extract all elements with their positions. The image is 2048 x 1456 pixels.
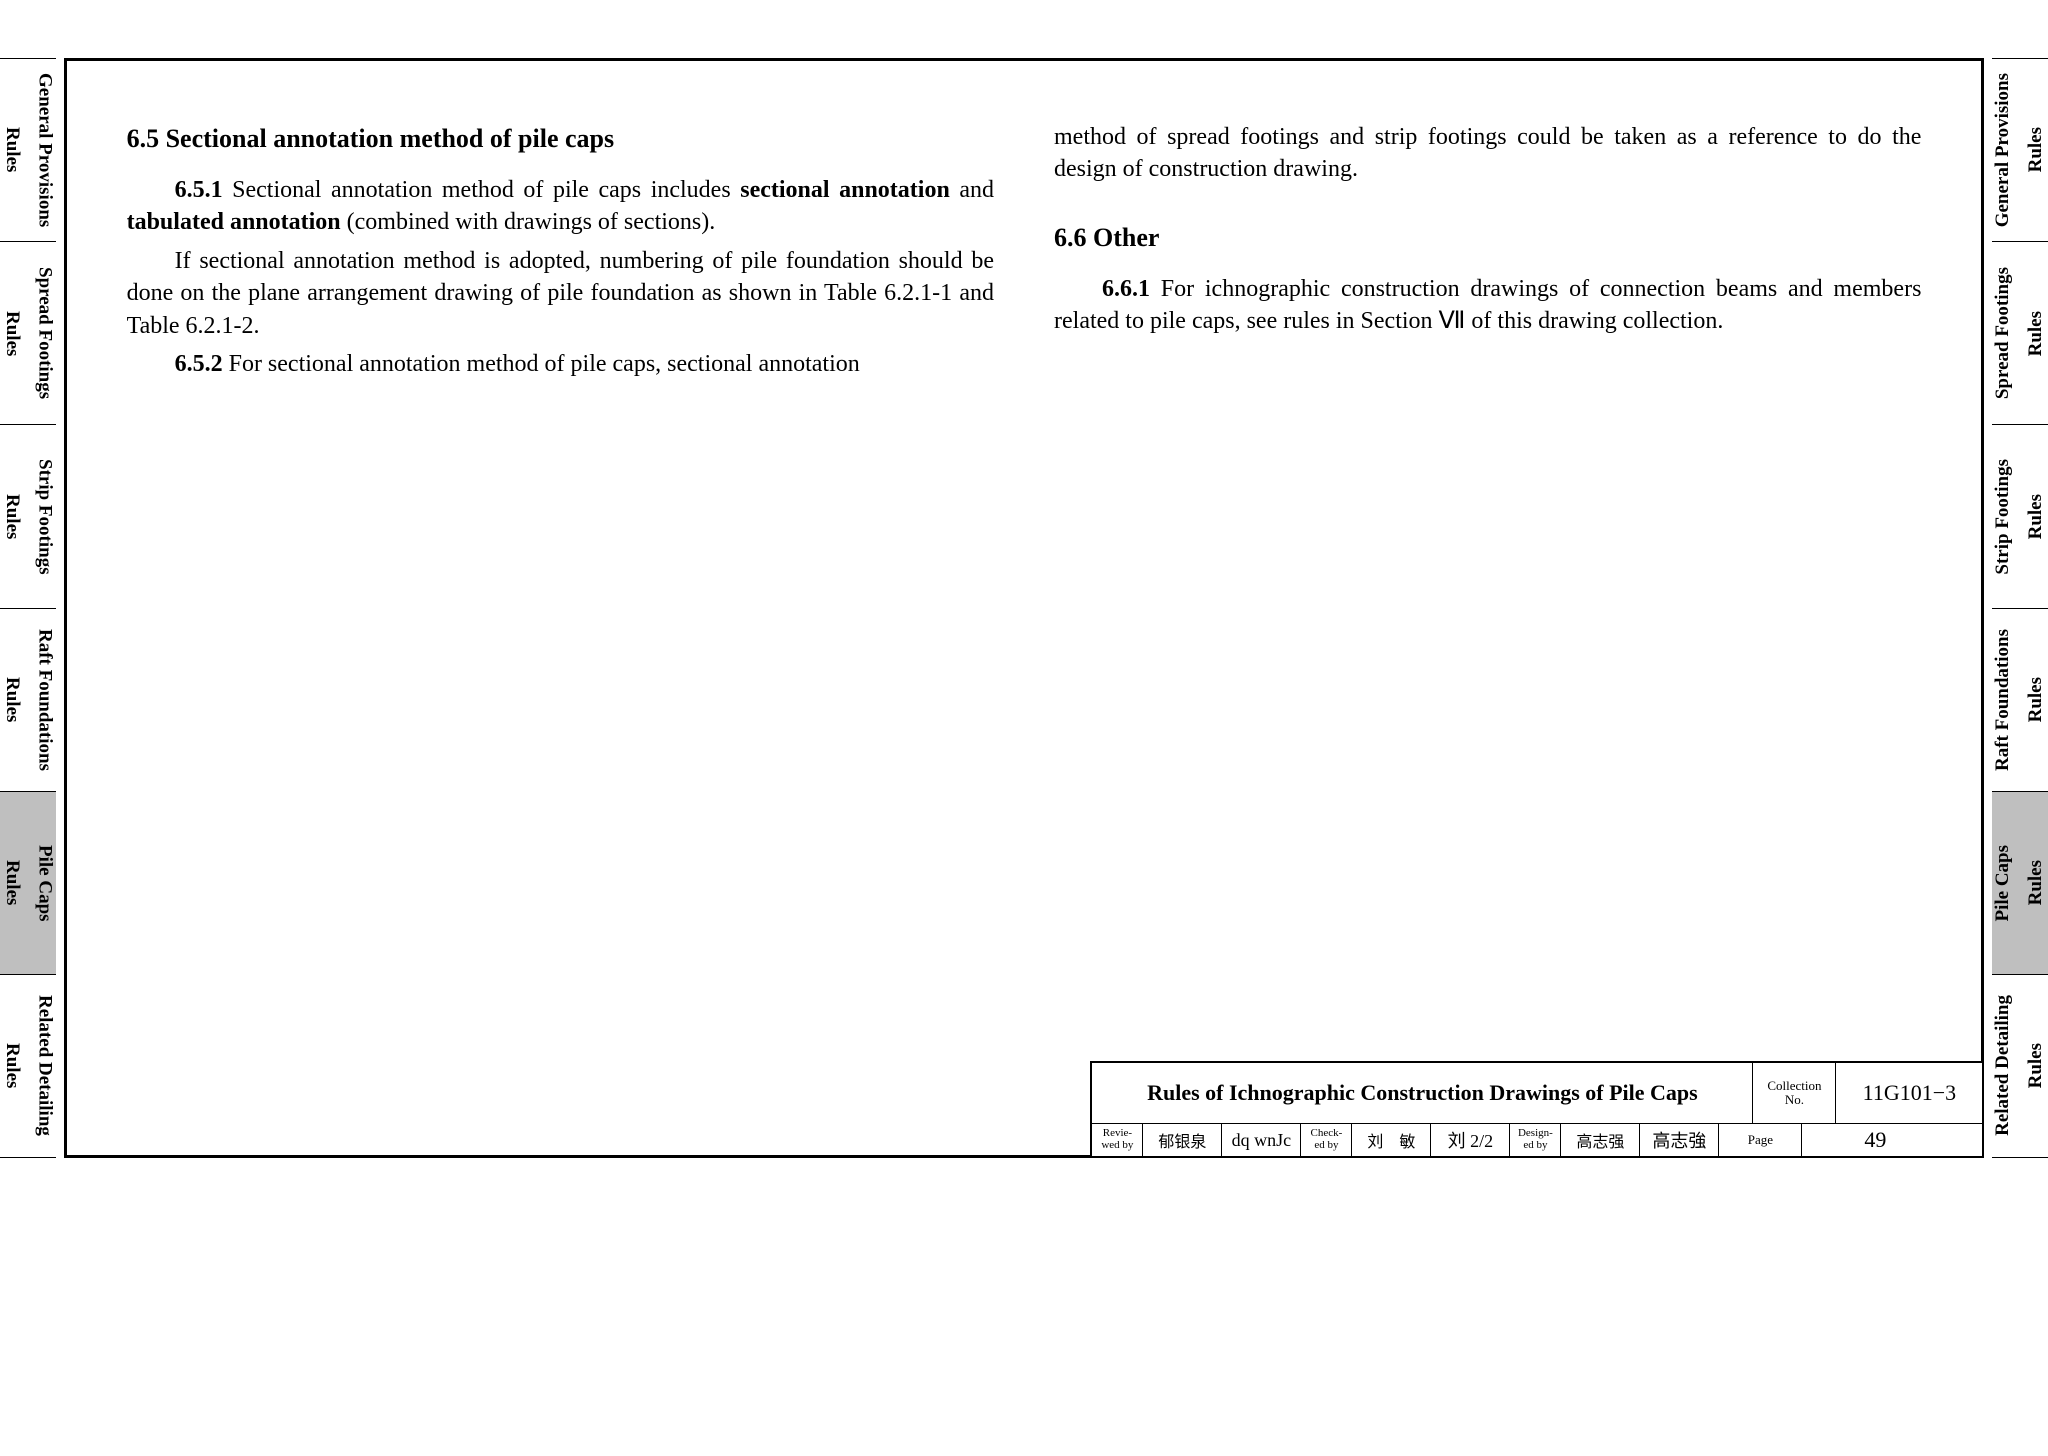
t: and xyxy=(959,177,994,203)
tab-line1: Rules xyxy=(2025,311,2048,356)
t: sectional annotation xyxy=(740,177,950,203)
title-block-row1: Rules of Ichnographic Construction Drawi… xyxy=(1092,1063,1982,1124)
sig-label: Check-ed by xyxy=(1301,1124,1352,1156)
content-frame: 6.5 Sectional annotation method of pile … xyxy=(64,58,1985,1158)
section-tab-5[interactable]: Related Detailing Rules xyxy=(1992,975,2048,1158)
para-6-5-1b: If sectional annotation method is adopte… xyxy=(127,245,994,342)
two-column-content: 6.5 Sectional annotation method of pile … xyxy=(67,61,1982,1155)
t: For sectional annotation method of pile … xyxy=(229,351,860,377)
para-6-5-1: 6.5.1 Sectional annotation method of pil… xyxy=(127,174,994,239)
page-number: 49 xyxy=(1802,1124,1948,1156)
title-block: Rules of Ichnographic Construction Drawi… xyxy=(1090,1061,1982,1156)
sig-signature: 高志強 xyxy=(1640,1124,1719,1156)
section-tab-4[interactable]: Pile Caps Rules xyxy=(1992,792,2048,975)
tab-line1: Rules xyxy=(0,677,23,722)
section-tab-0[interactable]: Rules General Provisions xyxy=(0,59,56,242)
drawing-title: Rules of Ichnographic Construction Drawi… xyxy=(1092,1063,1752,1123)
sig-label: Revie-wed by xyxy=(1092,1124,1143,1156)
left-tab-strip: Rules General Provisions Rules Spread Footi… xyxy=(0,58,56,1158)
heading-6-5: 6.5 Sectional annotation method of pile … xyxy=(127,121,994,156)
tab-line2: Raft Foundations xyxy=(1992,629,2015,771)
main-row: RulesGeneral ProvisionsRulesSpread Footi… xyxy=(0,58,2048,1158)
section-tab-1[interactable]: Rules Spread Footings xyxy=(0,242,56,425)
tab-line2: Pile Caps xyxy=(33,845,56,922)
sig-label: Design-ed by xyxy=(1510,1124,1561,1156)
tab-line1: Rules xyxy=(0,127,23,172)
tab-line2: Related Detailing xyxy=(33,995,56,1136)
tab-line2: Related Detailing xyxy=(1992,995,2015,1136)
section-tab-3[interactable]: Raft Foundations Rules xyxy=(1992,609,2048,792)
tab-line2: Pile Caps xyxy=(1992,845,2015,922)
right-tab-strip: General Provisions Rules Spread Footings Ru… xyxy=(1992,58,2048,1158)
sig-name: 高志强 xyxy=(1561,1124,1640,1156)
section-tab-4[interactable]: Rules Pile Caps xyxy=(0,792,56,975)
tab-line1: Rules xyxy=(0,494,23,539)
text-column-left: 6.5 Sectional annotation method of pile … xyxy=(127,121,994,1155)
collection-no-label: Collection No. xyxy=(1752,1063,1835,1123)
tab-line2: Raft Foundations xyxy=(33,629,56,771)
tab-line2: Spread Footings xyxy=(33,267,56,399)
clause-num: 6.6.1 xyxy=(1102,276,1150,302)
section-tab-0[interactable]: General Provisions Rules xyxy=(1992,59,2048,242)
tab-line2: Strip Footings xyxy=(1992,459,2015,575)
page: RulesGeneral ProvisionsRulesSpread Footi… xyxy=(0,0,2048,1456)
para-cont: method of spread footings and strip foot… xyxy=(1054,121,1921,186)
section-tab-5[interactable]: Rules Related Detailing xyxy=(0,975,56,1158)
tab-line1: Rules xyxy=(2025,494,2048,539)
tab-line1: Rules xyxy=(2025,860,2048,905)
tab-line2: General Provisions xyxy=(1992,73,2015,227)
section-tab-2[interactable]: Rules Strip Footings xyxy=(0,425,56,608)
para-6-6-1: 6.6.1 For ichnographic construction draw… xyxy=(1054,273,1921,338)
sig-signature: dq wnJc xyxy=(1222,1124,1301,1156)
collection-no-value: 11G101−3 xyxy=(1835,1063,1982,1123)
tab-line1: Rules xyxy=(2025,127,2048,172)
sig-name: 刘 敏 xyxy=(1352,1124,1431,1156)
title-block-signatures: Revie-wed by郁银泉dq wnJcCheck-ed by刘 敏刘 2/… xyxy=(1092,1124,1982,1156)
section-tab-3[interactable]: Rules Raft Foundations xyxy=(0,609,56,792)
section-tab-2[interactable]: Strip Footings Rules xyxy=(1992,425,2048,608)
tab-line1: Rules xyxy=(0,860,23,905)
tab-line1: Rules xyxy=(0,311,23,356)
tab-line1: Rules xyxy=(2025,677,2048,722)
clause-num: 6.5.1 xyxy=(175,177,223,203)
text-column-right: method of spread footings and strip foot… xyxy=(1054,121,1921,1155)
sig-signature: 刘 2/2 xyxy=(1431,1124,1510,1156)
t: For ichnographic construction drawings o… xyxy=(1054,276,1921,334)
t: Sectional annotation method of pile caps… xyxy=(232,177,740,203)
tab-line1: Rules xyxy=(0,1043,23,1088)
section-tab-1[interactable]: Spread Footings Rules xyxy=(1992,242,2048,425)
t: (combined with drawings of sections). xyxy=(347,209,716,235)
t: tabulated annotation xyxy=(127,209,341,235)
tab-line2: Spread Footings xyxy=(1992,267,2015,399)
clause-num: 6.5.2 xyxy=(175,351,223,377)
page-label: Page xyxy=(1719,1124,1802,1156)
para-6-5-2: 6.5.2 For sectional annotation method of… xyxy=(127,348,994,380)
tab-line2: Strip Footings xyxy=(33,459,56,575)
sig-name: 郁银泉 xyxy=(1143,1124,1222,1156)
tab-line1: Rules xyxy=(2025,1043,2048,1088)
tab-line2: General Provisions xyxy=(33,73,56,227)
heading-6-6: 6.6 Other xyxy=(1054,220,1921,255)
